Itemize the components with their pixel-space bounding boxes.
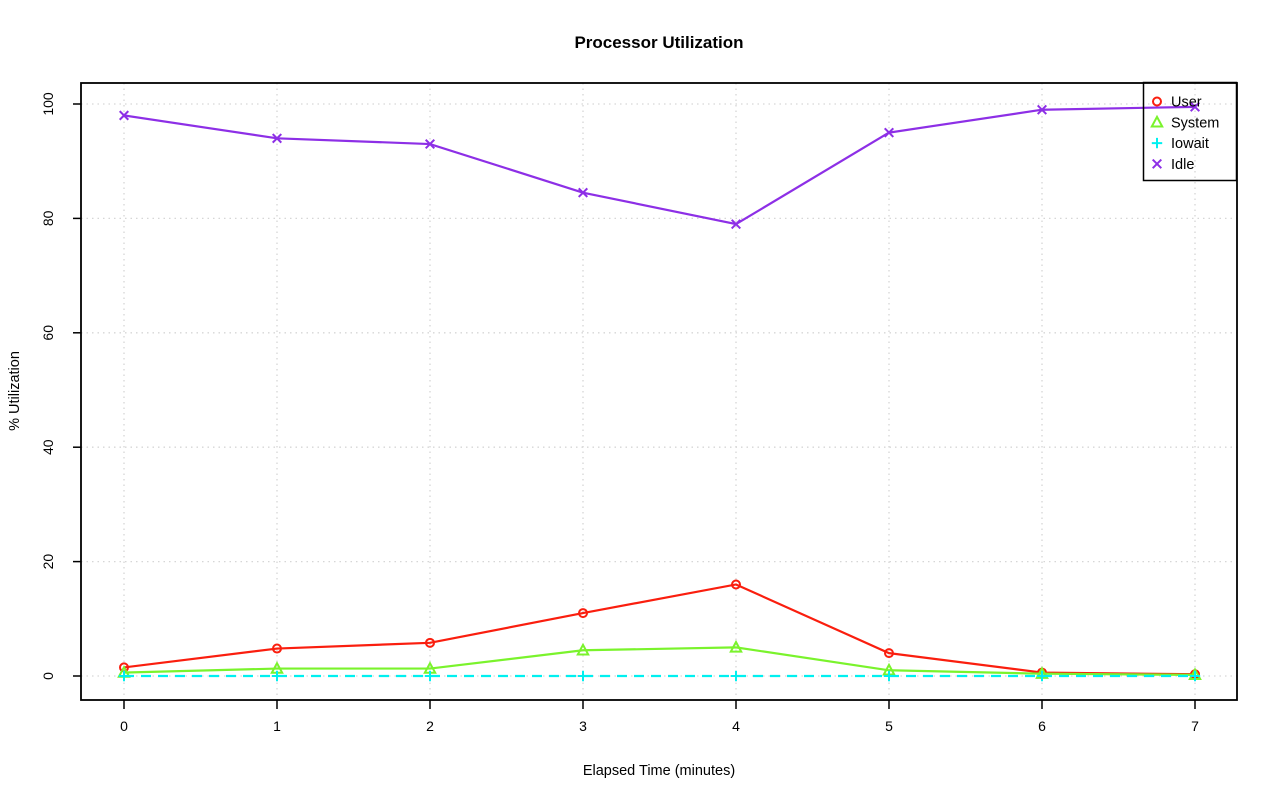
y-tick-label: 60 <box>40 325 56 341</box>
marker-iowait <box>271 670 283 682</box>
legend-marker-idle <box>1151 158 1163 169</box>
marker-idle <box>730 219 742 230</box>
legend-item-label: Iowait <box>1171 136 1209 152</box>
series-line-system <box>123 646 1196 676</box>
x-tick-label: 7 <box>1191 718 1199 734</box>
y-tick-label: 80 <box>40 210 56 226</box>
marker-user <box>272 643 282 654</box>
chart-title: Processor Utilization <box>574 33 743 52</box>
y-tick-label: 40 <box>40 439 56 455</box>
legend: User System Iowait Idle <box>1142 81 1238 182</box>
y-tick-label: 100 <box>40 92 56 116</box>
marker-iowait <box>1036 670 1048 682</box>
plot-border <box>80 82 1238 701</box>
marker-system <box>576 642 590 656</box>
y-axis-title: % Utilization <box>7 351 23 431</box>
legend-item-label: System <box>1171 115 1219 131</box>
marker-idle <box>883 127 895 138</box>
legend-item-label: User <box>1171 95 1202 111</box>
legend-item-label: Idle <box>1171 157 1194 173</box>
legend-box <box>1142 81 1238 182</box>
marker-iowait <box>730 670 742 682</box>
marker-idle <box>424 139 436 150</box>
x-tick-label: 5 <box>885 718 893 734</box>
x-axis-title: Elapsed Time (minutes) <box>583 763 735 779</box>
marker-iowait <box>1189 670 1201 682</box>
marker-idle <box>1036 104 1048 115</box>
y-tick-label: 20 <box>40 554 56 570</box>
data-series-layer <box>117 101 1202 682</box>
x-tick-label: 6 <box>1038 718 1046 734</box>
marker-idle <box>118 110 130 121</box>
marker-user <box>578 608 588 619</box>
y-tick-label: 0 <box>40 672 56 680</box>
series-line-user <box>123 583 1196 676</box>
series-line-idle <box>123 105 1196 226</box>
marker-idle <box>577 187 589 198</box>
marker-iowait <box>118 670 130 682</box>
marker-idle <box>1189 101 1201 112</box>
marker-iowait <box>424 670 436 682</box>
legend-marker-iowait <box>1151 137 1163 149</box>
marker-iowait <box>577 670 589 682</box>
marker-system <box>729 639 743 653</box>
x-tick-label: 2 <box>426 718 434 734</box>
gridlines-layer <box>81 83 1237 700</box>
marker-user <box>425 637 435 648</box>
x-tick-label: 4 <box>732 718 740 734</box>
marker-user <box>731 579 741 590</box>
axis-ticks-layer: 0 1 2 3 4 5 6 7 0 20 40 60 80 100 <box>40 92 1199 734</box>
legend-marker-user <box>1152 96 1162 107</box>
x-tick-label: 0 <box>120 718 128 734</box>
legend-marker-system <box>1150 114 1164 128</box>
marker-idle <box>271 133 283 144</box>
x-tick-label: 3 <box>579 718 587 734</box>
marker-iowait <box>883 670 895 682</box>
x-tick-label: 1 <box>273 718 281 734</box>
marker-user <box>884 648 894 659</box>
